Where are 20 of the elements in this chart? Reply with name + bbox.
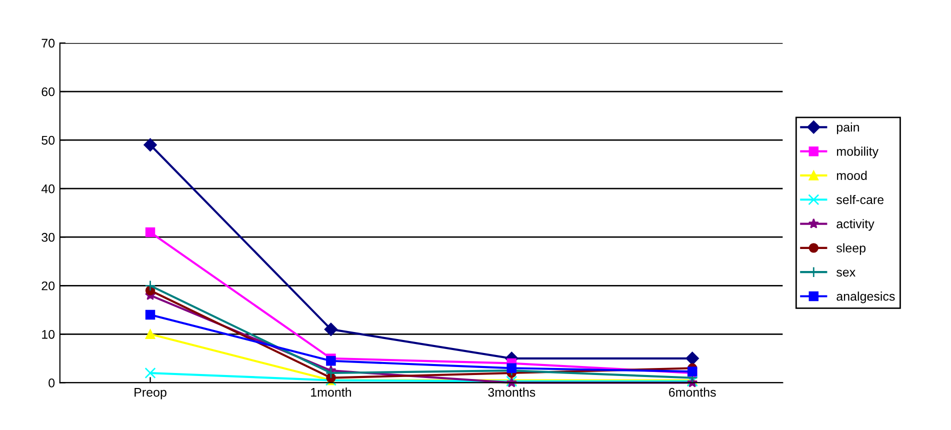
y-tick-label: 0	[48, 378, 55, 388]
legend-label: mobility	[836, 146, 878, 158]
y-tick-label: 40	[41, 184, 55, 194]
x-tick-label: Preop	[134, 388, 166, 400]
legend-label: activity	[836, 219, 874, 231]
y-tick-label: 20	[42, 281, 55, 290]
legend-label: pain	[836, 122, 859, 134]
x-tick-label: 6months	[668, 388, 716, 397]
legend-label: self-care	[836, 194, 884, 204]
legend-label: mood	[836, 170, 867, 180]
legend-label: analgesics	[836, 292, 895, 304]
y-tick-label: 50	[42, 136, 55, 145]
y-tick-label: 70	[42, 38, 55, 48]
y-tick-label: 10	[42, 330, 55, 339]
y-tick-label: 60	[42, 87, 55, 96]
x-tick-label: 3months	[488, 388, 536, 397]
legend-label: sleep	[836, 243, 866, 255]
legend-label: sex	[836, 270, 856, 277]
x-tick-label: 1month	[311, 388, 351, 397]
y-tick-label: 30	[42, 232, 55, 242]
